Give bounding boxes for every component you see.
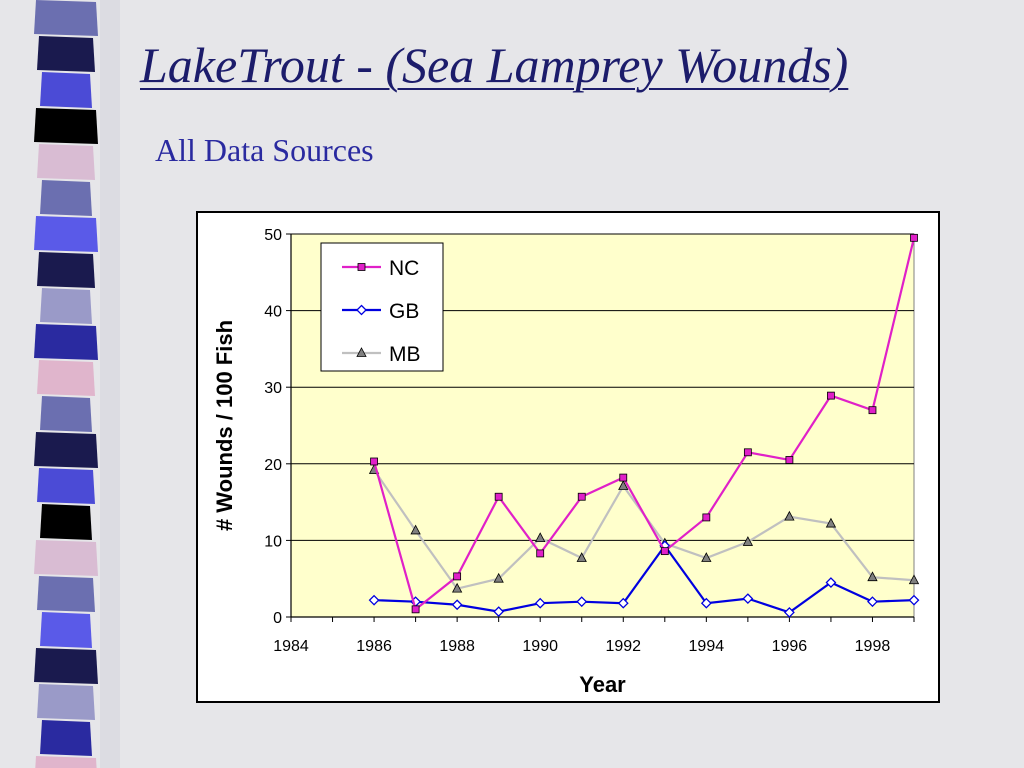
legend-label: MB [389, 343, 421, 366]
x-tick-label: 1994 [689, 638, 725, 655]
data-point [742, 593, 754, 605]
stripe-band [37, 144, 95, 180]
data-point [868, 406, 877, 415]
stripe-band [40, 72, 92, 108]
slide-subtitle: All Data Sources [155, 132, 374, 168]
stripe-band [34, 324, 98, 360]
x-tick-label: 1992 [605, 638, 641, 655]
data-point [370, 457, 378, 466]
y-tick-label: 30 [264, 380, 282, 397]
data-point [784, 510, 795, 521]
stripe-band [34, 540, 98, 576]
stripe-band [40, 612, 92, 648]
x-tick-label: 1984 [273, 638, 309, 655]
data-point [576, 552, 587, 562]
stripe-band [40, 720, 92, 756]
stripe-band [40, 180, 92, 216]
data-point [536, 549, 545, 558]
stripe-band [37, 36, 95, 72]
stripe-pattern [34, 0, 98, 768]
data-point [534, 597, 546, 609]
data-point [453, 572, 462, 581]
data-point [451, 582, 463, 593]
data-point [783, 606, 795, 618]
chart-frame: 0 10 20 30 40 50 1984 1986 1988 1990 1992 1994 1996 1… [196, 211, 940, 703]
stripe-band [34, 108, 98, 144]
series-gb [368, 540, 920, 618]
stripe-band [40, 504, 92, 540]
data-point [867, 596, 878, 608]
slide-title: LakeTrout - (Sea Lamprey Wounds) [140, 37, 849, 93]
data-point [867, 571, 878, 582]
decorative-stripe-bar [0, 0, 120, 768]
data-point [618, 480, 629, 490]
data-point [827, 391, 835, 400]
data-point [825, 517, 837, 528]
stripe-shadow [100, 0, 120, 768]
data-point [493, 572, 504, 583]
stripe-band [37, 360, 95, 396]
data-point [368, 594, 380, 606]
data-point [825, 577, 837, 588]
y-tick-label: 10 [264, 533, 282, 550]
stripe-band [34, 0, 98, 36]
stripe-band [37, 576, 95, 612]
legend-label: GB [389, 300, 419, 323]
data-point [411, 605, 420, 614]
x-tick-label: 1986 [356, 638, 392, 655]
data-point [619, 473, 628, 482]
data-point [701, 552, 712, 562]
data-point [410, 524, 421, 535]
y-tick-label: 40 [264, 304, 282, 321]
data-point [493, 606, 505, 618]
y-tick-label: 0 [273, 610, 282, 627]
stripe-band [37, 252, 95, 288]
series-line [374, 543, 915, 614]
data-point [576, 596, 588, 608]
legend-marker [356, 347, 367, 357]
stripe-band [34, 432, 98, 468]
y-tick-label: 20 [264, 457, 282, 474]
data-point [535, 532, 546, 543]
stripe-band [34, 216, 98, 252]
x-tick-label: 1990 [522, 638, 558, 655]
stripe-band [40, 288, 92, 324]
legend-marker [356, 304, 367, 316]
x-axis-label: Year [579, 672, 626, 697]
data-point [451, 599, 463, 611]
series-line [373, 237, 916, 612]
y-axis-label: # Wounds / 100 Fish [212, 320, 237, 531]
line-chart: 0 10 20 30 40 50 1984 1986 1988 1990 1992 1994 1996 1… [212, 227, 920, 697]
stripe-band [40, 396, 92, 432]
data-point [908, 594, 920, 606]
legend-box [320, 242, 444, 372]
data-point [577, 492, 586, 501]
data-point [702, 513, 711, 522]
legend-marker [357, 263, 366, 271]
stripe-band [34, 648, 98, 684]
data-point [743, 448, 752, 457]
stripe-band [37, 468, 95, 504]
stripe-band [37, 684, 95, 720]
series-nc [370, 233, 918, 614]
x-tick-label: 1988 [439, 638, 475, 655]
y-tick-label: 50 [264, 227, 282, 244]
data-point [617, 597, 629, 609]
x-tick-label: 1996 [772, 638, 808, 655]
data-point [742, 536, 754, 546]
legend-label: NC [389, 257, 419, 280]
data-point [660, 547, 669, 556]
legend: NC GB MB [320, 242, 444, 372]
data-point [700, 597, 712, 609]
data-point [494, 492, 503, 501]
data-point [910, 233, 918, 242]
data-point [785, 456, 794, 464]
x-tick-label: 1998 [855, 638, 891, 655]
data-point [908, 574, 920, 585]
stripe-band [35, 756, 97, 768]
